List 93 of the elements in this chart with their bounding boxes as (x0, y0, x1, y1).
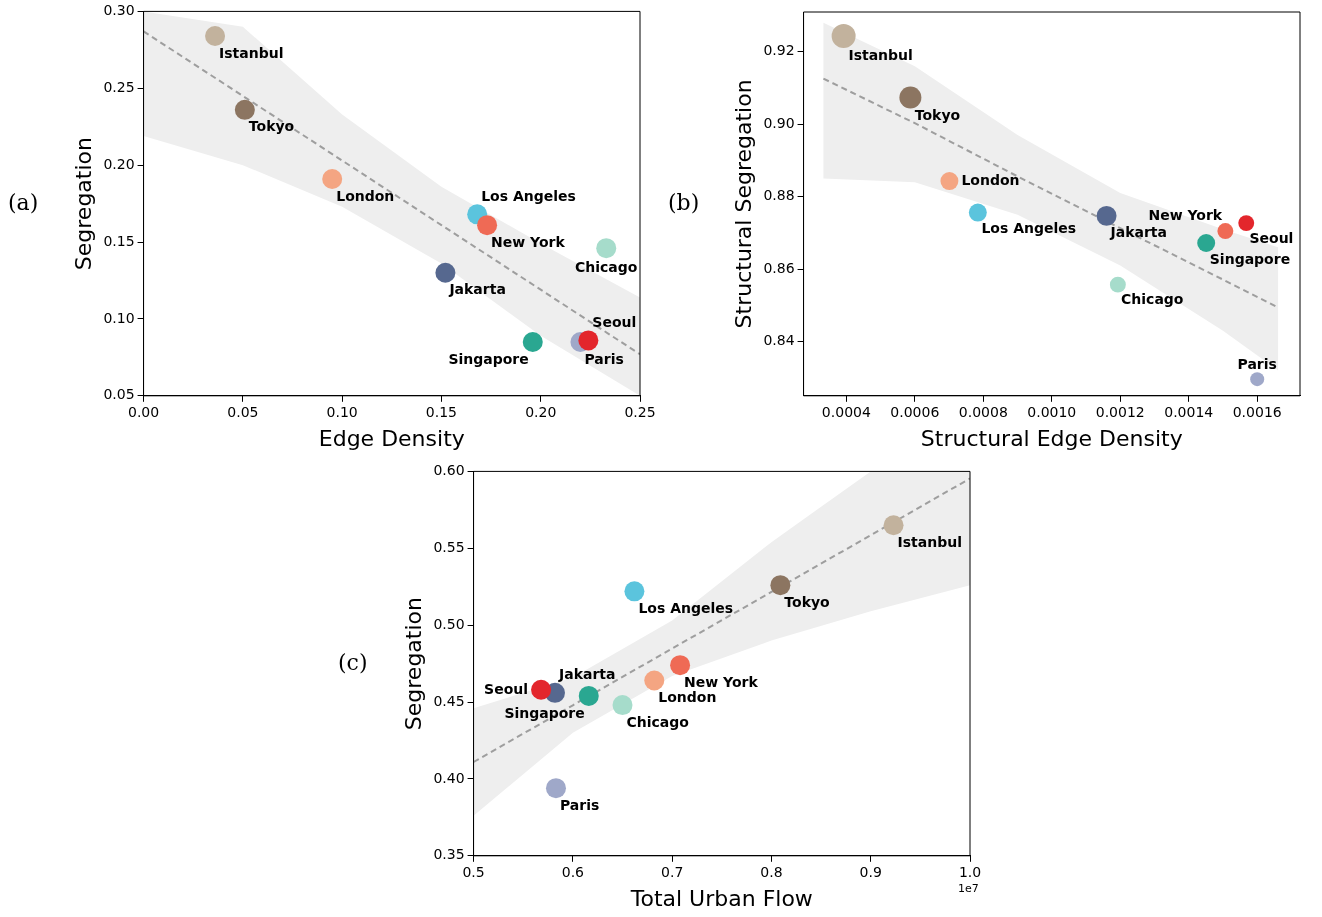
line-series (473, 477, 970, 764)
text: (b) (668, 189, 700, 215)
y-tick-label: 0.55 (433, 538, 465, 555)
y-tick-label: 0.50 (433, 615, 465, 632)
point (670, 655, 691, 676)
x-tick-label: 0.0004 (821, 403, 871, 420)
point (435, 262, 456, 283)
point (644, 670, 665, 691)
y-axis-title: Segregation (400, 597, 426, 731)
series-label: New York (1148, 206, 1223, 223)
x-tick-label: 0.8 (760, 863, 783, 880)
series-label: Jakarta (1109, 224, 1168, 241)
y-tick-label: 0.45 (433, 692, 465, 709)
y-tick-label: 0.30 (103, 2, 135, 19)
series-label: Jakarta (557, 666, 616, 683)
point (770, 575, 791, 596)
x-tick-label: 0.6 (561, 863, 585, 880)
point (596, 238, 617, 259)
x-tick-label: 0.5 (462, 863, 485, 880)
series-label: Paris (584, 350, 624, 367)
series-label: Jakarta (448, 281, 506, 298)
x-axis-title: Edge Density (318, 425, 465, 451)
y-tick-label: 0.25 (103, 78, 135, 95)
y-tick-label: 0.90 (763, 114, 795, 131)
point (624, 581, 645, 602)
series-label: Los Angeles (481, 188, 576, 204)
x-axis-title: Structural Edge Density (920, 425, 1183, 451)
x-tick-label: 0.20 (525, 403, 557, 420)
x-tick-label: 0.0010 (1027, 403, 1077, 420)
series-label: Chicago (1121, 291, 1184, 308)
x-tick-label: 0.25 (624, 403, 656, 420)
point (578, 685, 599, 706)
y-tick-label: 0.88 (763, 187, 795, 204)
series-label: Istanbul (897, 533, 962, 550)
text: 1e7 (958, 881, 979, 895)
point (531, 679, 552, 700)
y-tick-label: 0.05 (103, 386, 135, 403)
x-tick-label: 0.0006 (890, 403, 940, 420)
series-label: Chicago (575, 258, 638, 275)
y-tick-label: 0.86 (763, 259, 795, 276)
text: (a) (8, 189, 39, 215)
x-tick-label: 0.9 (859, 863, 882, 880)
series-label: London (961, 172, 1020, 189)
y-tick-label: 0.35 (433, 846, 465, 863)
x-tick-label: 0.0016 (1232, 403, 1282, 420)
point (477, 215, 498, 236)
x-tick-label: 0.0012 (1095, 403, 1145, 420)
y-axis-title: Structural Segregation (730, 79, 756, 329)
x-tick-label: 0.0008 (958, 403, 1008, 420)
point (578, 330, 599, 351)
y-tick-label: 0.84 (763, 332, 795, 349)
series-label: Los Angeles (981, 220, 1077, 237)
y-tick-label: 0.92 (763, 42, 795, 59)
series-label: Singapore (504, 704, 585, 721)
x-tick-label: 0.05 (227, 403, 259, 420)
series-label: Istanbul (848, 46, 913, 63)
y-tick-label: 0.40 (433, 769, 465, 786)
y-tick-label: 0.20 (103, 155, 135, 172)
y-axis-title: Segregation (70, 137, 96, 271)
series-label: Tokyo (248, 118, 295, 135)
x-tick-label: 0.10 (326, 403, 358, 420)
series-label: Singapore (448, 350, 529, 367)
point (322, 169, 343, 189)
series-label: Chicago (626, 713, 690, 730)
text: (c) (338, 649, 368, 675)
series-label: Seoul (592, 314, 637, 331)
series-label: Singapore (1209, 250, 1291, 267)
point (205, 26, 226, 46)
series-label: Los Angeles (638, 599, 734, 616)
series-label: New York (491, 233, 566, 250)
series-label: New York (684, 673, 759, 690)
series-label: Paris (1237, 355, 1277, 372)
series-label: Tokyo (784, 593, 831, 610)
y-tick-label: 0.10 (103, 309, 135, 326)
series-label: Istanbul (219, 44, 284, 61)
y-tick-label: 0.15 (103, 232, 135, 249)
series-label: London (658, 689, 717, 706)
series-label: Seoul (1249, 229, 1294, 246)
x-tick-label: 1.0 (958, 863, 982, 880)
x-tick-label: 0.00 (127, 403, 160, 420)
point (883, 515, 904, 536)
y-tick-label: 0.60 (433, 462, 465, 479)
point (545, 778, 566, 799)
x-tick-label: 0.0014 (1164, 403, 1214, 420)
point (612, 695, 633, 716)
point (234, 99, 255, 120)
series-label: Tokyo (914, 107, 961, 124)
series-label: Seoul (484, 680, 529, 697)
series-label: Paris (559, 796, 600, 813)
series-label: London (336, 187, 395, 204)
point (522, 331, 543, 352)
x-axis-title: Total Urban Flow (629, 885, 813, 911)
x-tick-label: 0.7 (661, 863, 684, 880)
